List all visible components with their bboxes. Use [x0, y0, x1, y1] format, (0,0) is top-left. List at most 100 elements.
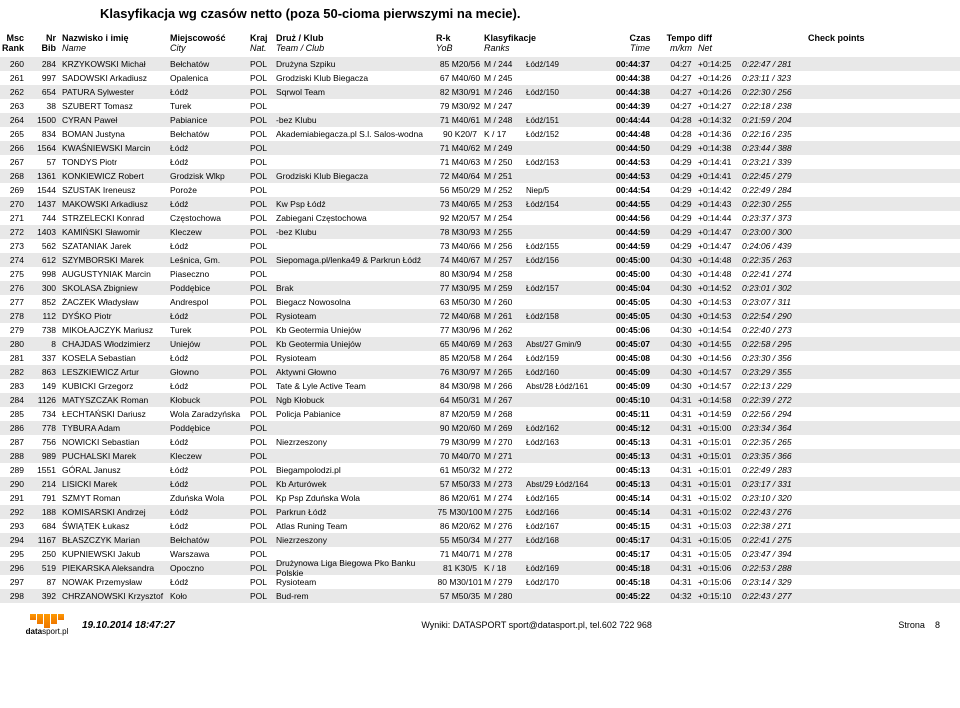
cell-diff: +0:14:26 — [698, 87, 742, 97]
cell-diff: +0:14:41 — [698, 157, 742, 167]
cell-tempo: 04:30 — [664, 339, 698, 349]
cell-net: 0:22:58 / 295 — [742, 339, 808, 349]
cell-club: Rysioteam — [276, 577, 436, 587]
cell-club: Rysioteam — [276, 353, 436, 363]
cell-net: 0:22:18 / 238 — [742, 101, 808, 111]
cell-club: Siepomaga.pl/lenka49 & Parkrun Łódź — [276, 255, 436, 265]
cell-time: 00:44:53 — [616, 171, 664, 181]
cell-rk: 76 M30/97 — [436, 367, 484, 377]
cell-nat: POL — [250, 269, 276, 279]
cell-rk: 77 M30/95 — [436, 283, 484, 293]
cell-diff: +0:15:01 — [698, 465, 742, 475]
cell-time: 00:45:15 — [616, 521, 664, 531]
cell-tempo: 04:29 — [664, 241, 698, 251]
column-headers: MscRank NrBib Nazwisko i imięName Miejsc… — [0, 21, 960, 57]
cell-msc: 287 — [0, 437, 28, 447]
cell-rk: 82 M30/91 — [436, 87, 484, 97]
hdr-city2: City — [170, 43, 250, 53]
cell-rk: 65 M40/69 — [436, 339, 484, 349]
cell-name: TYBURA Adam — [60, 423, 170, 433]
cell-rk: 64 M50/31 — [436, 395, 484, 405]
cell-city: Leśnica, Gm. — [170, 255, 250, 265]
cell-city: Łódź — [170, 143, 250, 153]
cell-nat: POL — [250, 199, 276, 209]
cell-city: Łódź — [170, 577, 250, 587]
cell-club: Brak — [276, 283, 436, 293]
cell-name: MATYSZCZAK Roman — [60, 395, 170, 405]
cell-time: 00:45:17 — [616, 549, 664, 559]
cell-bib: 863 — [28, 367, 60, 377]
cell-club: Rysioteam — [276, 311, 436, 321]
cell-net: 0:22:47 / 281 — [742, 59, 808, 69]
cell-club: Kw Psp Łódź — [276, 199, 436, 209]
footer-date: 19.10.2014 18:47:27 — [82, 620, 175, 631]
cell-rk: 61 M50/32 — [436, 465, 484, 475]
cell-city: Poddębice — [170, 423, 250, 433]
cell-ranks: M / 266 — [484, 381, 526, 391]
cell-tempo: 04:30 — [664, 325, 698, 335]
cell-net: 0:22:16 / 235 — [742, 129, 808, 139]
cell-ranks: M / 246 — [484, 87, 526, 97]
cell-diff: +0:15:02 — [698, 493, 742, 503]
cell-msc: 270 — [0, 199, 28, 209]
cell-club: Niezrzeszony — [276, 437, 436, 447]
cell-nat: POL — [250, 549, 276, 559]
table-row: 296519PIEKARSKA AleksandraOpocznoPOLDruż… — [0, 561, 960, 575]
cell-city: Łódź — [170, 437, 250, 447]
cell-rk: 85 M20/56 — [436, 59, 484, 69]
cell-club: Sqrwol Team — [276, 87, 436, 97]
cell-name: KRZYKOWSKI Michał — [60, 59, 170, 69]
cell-net: 0:22:56 / 294 — [742, 409, 808, 419]
cell-bib: 1361 — [28, 171, 60, 181]
cell-extra: Łódź/154 — [526, 200, 616, 209]
results-table: MscRank NrBib Nazwisko i imięName Miejsc… — [0, 21, 960, 603]
hdr-nat: Kraj — [250, 33, 268, 43]
cell-net: 0:23:11 / 323 — [742, 73, 808, 83]
cell-net: 0:22:38 / 271 — [742, 521, 808, 531]
cell-city: Łódź — [170, 199, 250, 209]
cell-extra: Łódź/151 — [526, 116, 616, 125]
cell-nat: POL — [250, 143, 276, 153]
cell-rk: 57 M50/33 — [436, 479, 484, 489]
hdr-name2: Name — [62, 43, 170, 53]
cell-rk: 57 M50/35 — [436, 591, 484, 601]
cell-time: 00:44:38 — [616, 73, 664, 83]
cell-nat: POL — [250, 283, 276, 293]
cell-msc: 277 — [0, 297, 28, 307]
cell-rk: 71 M40/61 — [436, 115, 484, 125]
cell-name: LISICKI Marek — [60, 479, 170, 489]
cell-time: 00:45:13 — [616, 451, 664, 461]
cell-msc: 297 — [0, 577, 28, 587]
cell-msc: 282 — [0, 367, 28, 377]
cell-rk: 79 M30/99 — [436, 437, 484, 447]
cell-msc: 280 — [0, 339, 28, 349]
datasport-logo: datasport.pl — [20, 611, 74, 639]
cell-time: 00:44:48 — [616, 129, 664, 139]
cell-rk: 73 M40/65 — [436, 199, 484, 209]
cell-msc: 278 — [0, 311, 28, 321]
cell-city: Łódź — [170, 381, 250, 391]
cell-city: Kleczew — [170, 227, 250, 237]
cell-ranks: M / 267 — [484, 395, 526, 405]
cell-bib: 1500 — [28, 115, 60, 125]
cell-club: Kp Psp Zduńska Wola — [276, 493, 436, 503]
hdr-diff: diff — [698, 33, 712, 43]
cell-tempo: 04:31 — [664, 437, 698, 447]
cell-club: Parkrun Łódź — [276, 507, 436, 517]
cell-time: 00:44:38 — [616, 87, 664, 97]
cell-club: Zabiegani Częstochowa — [276, 213, 436, 223]
cell-nat: POL — [250, 115, 276, 125]
cell-nat: POL — [250, 521, 276, 531]
cell-rk: 67 M40/60 — [436, 73, 484, 83]
table-row: 291791SZMYT RomanZduńska WolaPOLKp Psp Z… — [0, 491, 960, 505]
cell-name: ŁECHTAŃSKI Dariusz — [60, 409, 170, 419]
cell-ranks: M / 251 — [484, 171, 526, 181]
cell-club: Drużyna Szpiku — [276, 59, 436, 69]
cell-msc: 290 — [0, 479, 28, 489]
table-row: 274612SZYMBORSKI MarekLeśnica, Gm.POLSie… — [0, 253, 960, 267]
cell-diff: +0:14:54 — [698, 325, 742, 335]
cell-name: KUPNIEWSKI Jakub — [60, 549, 170, 559]
cell-ranks: M / 271 — [484, 451, 526, 461]
cell-rk: 73 M40/66 — [436, 241, 484, 251]
cell-diff: +0:15:03 — [698, 521, 742, 531]
